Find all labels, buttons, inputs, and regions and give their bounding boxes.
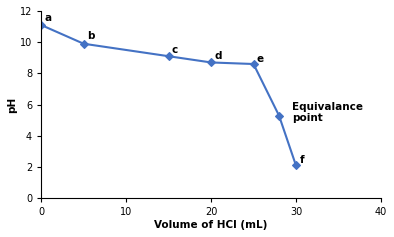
X-axis label: Volume of HCl (mL): Volume of HCl (mL): [154, 220, 268, 230]
Text: e: e: [257, 54, 264, 64]
Text: a: a: [45, 13, 52, 23]
Text: f: f: [299, 155, 304, 165]
Text: c: c: [172, 45, 178, 55]
Text: d: d: [214, 51, 222, 61]
Text: b: b: [87, 31, 95, 41]
Y-axis label: pH: pH: [7, 96, 17, 113]
Text: Equivalance
point: Equivalance point: [292, 102, 363, 123]
